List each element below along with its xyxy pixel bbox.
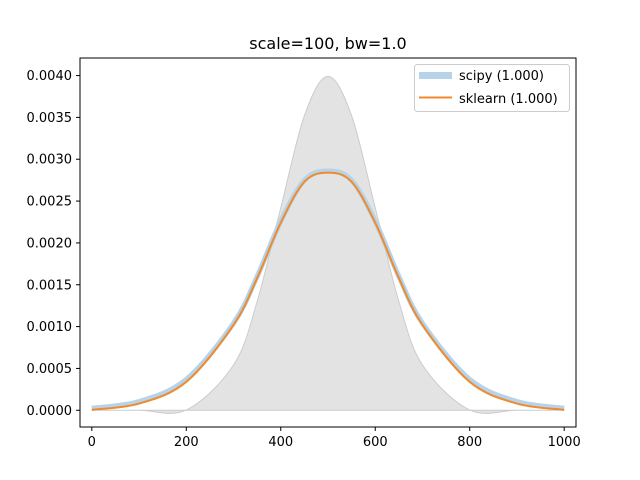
x-tick-label: 400 [268,435,293,450]
y-tick-label: 0.0010 [27,320,73,335]
y-tick-label: 0.0025 [27,195,73,210]
y-tick-label: 0.0035 [27,111,73,126]
x-axis: 0 200 400 600 800 1000 [88,427,581,450]
y-tick-label: 0.0015 [27,278,73,293]
x-tick-label: 200 [174,435,199,450]
chart-title: scale=100, bw=1.0 [249,34,406,53]
y-tick-label: 0.0040 [27,69,73,84]
series-line-1 [91,171,565,411]
y-axis: 0.0000 0.0005 0.0010 0.0015 0.0020 0.0025 0.00… [27,69,80,419]
plot-area [79,57,577,428]
reference-density-area [91,75,565,414]
legend-box [414,64,570,112]
legend-label-scipy: scipy (1.000) [459,69,544,84]
x-tick-label: 1000 [548,435,581,450]
series-line-0 [91,168,565,411]
legend-label-sklearn: sklearn (1.000) [459,92,558,107]
legend-swatch-scipy [419,72,452,79]
legend: scipy (1.000) sklearn (1.000) [414,64,570,112]
y-tick-label: 0.0030 [27,153,73,168]
y-tick-label: 0.0005 [27,362,73,377]
y-tick-label: 0.0020 [27,236,73,251]
x-tick-label: 600 [363,435,388,450]
y-tick-label: 0.0000 [27,404,73,419]
x-tick-label: 800 [457,435,482,450]
x-tick-label: 0 [88,435,96,450]
